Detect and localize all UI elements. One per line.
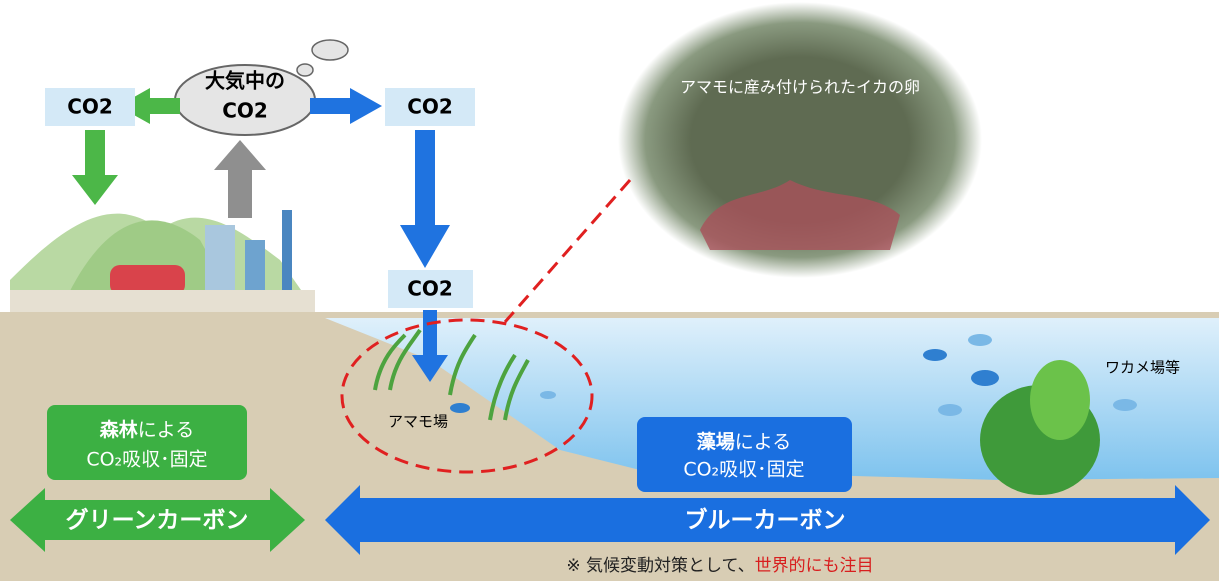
cloud: 大気中の CO2 bbox=[175, 40, 348, 135]
box-strong: 森林 bbox=[100, 418, 138, 441]
building bbox=[205, 225, 235, 290]
box-text: CO₂吸収･固定 bbox=[683, 459, 804, 481]
box-text: 森林による bbox=[100, 418, 194, 441]
box-strong: 藻場 bbox=[697, 431, 735, 453]
note-highlight: 世界的にも注目 bbox=[755, 556, 874, 576]
label: ワカメ場等 bbox=[1105, 359, 1180, 377]
arrow-label: ブルーカーボン bbox=[685, 507, 846, 534]
co2-label: CO2 bbox=[407, 277, 453, 301]
building bbox=[282, 210, 292, 290]
road bbox=[10, 290, 315, 312]
box-text: CO₂吸収･固定 bbox=[86, 449, 207, 471]
note-text: ※ 気候変動対策として、 bbox=[566, 556, 754, 576]
photo-caption: アマモに産み付けられたイカの卵 bbox=[680, 78, 920, 97]
highlight-line bbox=[505, 180, 630, 322]
box-rest: による bbox=[735, 431, 791, 453]
cloud-text: CO2 bbox=[222, 99, 268, 123]
box-rest: による bbox=[138, 419, 194, 441]
arrow bbox=[214, 140, 266, 218]
note: ※ 気候変動対策として、世界的にも注目 bbox=[566, 556, 873, 576]
label: アマモ場 bbox=[388, 413, 448, 431]
blue-box bbox=[637, 417, 852, 492]
box-text: 藻場による bbox=[697, 431, 791, 453]
co2-label: CO2 bbox=[67, 95, 113, 119]
diagram: 大気中の CO2 CO2 CO2 CO2 アマモに産み付けられたイカの卵 アマモ… bbox=[0, 0, 1219, 581]
arrow bbox=[310, 88, 382, 124]
co2-label: CO2 bbox=[407, 95, 453, 119]
building bbox=[245, 240, 265, 290]
arrow bbox=[72, 130, 118, 205]
arrow bbox=[400, 130, 450, 268]
arrow-label: グリーンカーボン bbox=[66, 507, 249, 534]
cloud-text: 大気中の bbox=[205, 69, 285, 93]
